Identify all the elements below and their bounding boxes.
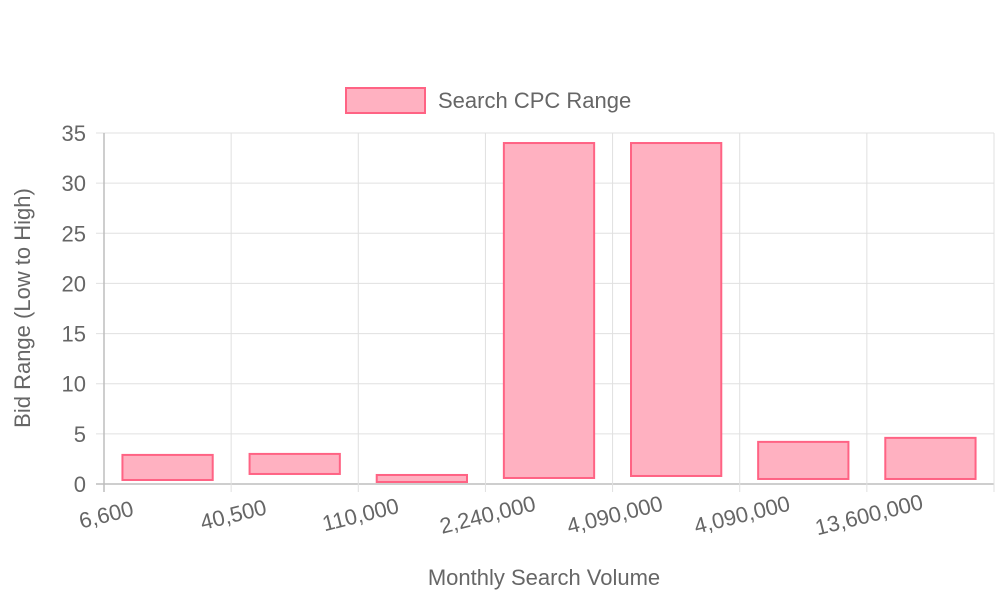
x-tick-label: 4,090,000: [564, 491, 665, 539]
bar-4[interactable]: [630, 142, 723, 477]
x-axis-title: Monthly Search Volume: [428, 565, 660, 590]
x-tick-label: 6,600: [76, 496, 135, 534]
y-tick-label: 5: [74, 422, 86, 447]
y-tick-label: 30: [62, 171, 86, 196]
bar-1[interactable]: [248, 452, 341, 475]
bar-2[interactable]: [375, 473, 468, 483]
y-tick-label: 35: [62, 121, 86, 146]
x-tick-label: 2,240,000: [437, 491, 538, 539]
x-tick-label: 4,090,000: [691, 491, 792, 539]
y-tick-label: 15: [62, 322, 86, 347]
x-tick-label: 110,000: [320, 493, 402, 536]
y-tick-label: 0: [74, 472, 86, 497]
x-tick-label: 40,500: [198, 494, 269, 535]
bar-5[interactable]: [757, 440, 850, 480]
bars: [121, 142, 977, 483]
legend-swatch[interactable]: [345, 87, 426, 114]
y-tick-label: 10: [62, 372, 86, 397]
y-axis-title: Bid Range (Low to High): [10, 188, 35, 428]
y-tick-label: 25: [62, 221, 86, 246]
bar-0[interactable]: [121, 453, 214, 481]
bar-3[interactable]: [502, 142, 596, 479]
bar-6[interactable]: [884, 436, 977, 480]
y-tick-label: 20: [62, 271, 86, 296]
legend-label[interactable]: Search CPC Range: [438, 88, 631, 113]
x-tick-label: 13,600,000: [813, 489, 926, 540]
legend[interactable]: Search CPC Range: [345, 87, 631, 114]
